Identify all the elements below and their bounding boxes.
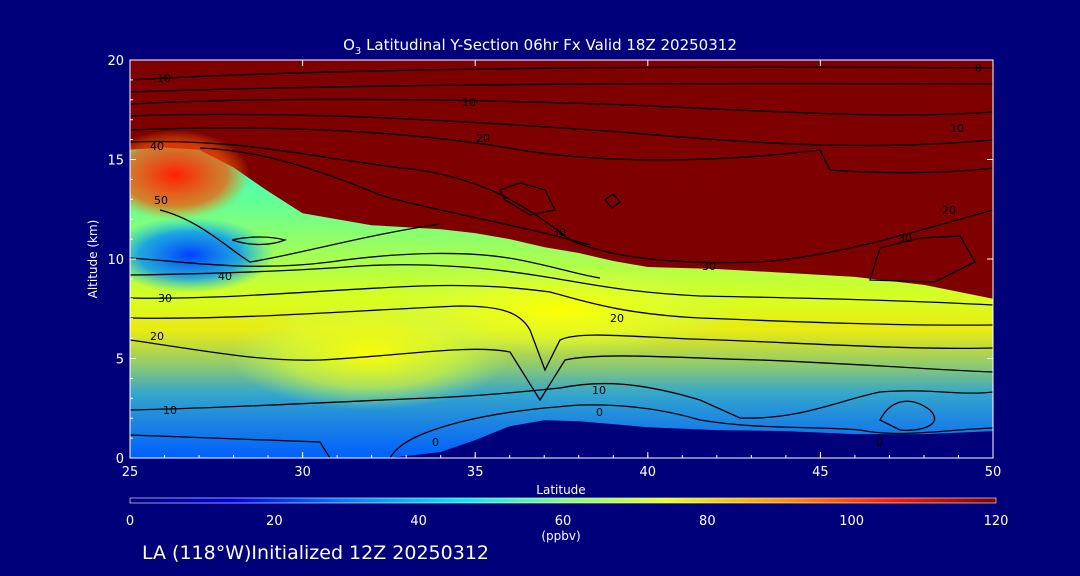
- contour-line: [130, 382, 993, 419]
- colorbar-tick-label: 120: [984, 514, 1009, 529]
- contour-label: 10: [462, 96, 476, 109]
- contour-label: 40: [218, 270, 232, 283]
- x-tick-label: 30: [294, 465, 311, 480]
- y-tick-label: 5: [116, 353, 124, 368]
- colorbar-tick-label: 20: [266, 514, 283, 529]
- colorbar-tick-label: 100: [839, 514, 864, 529]
- contour-line: [130, 339, 993, 402]
- x-tick-label: 40: [640, 465, 657, 480]
- contour-line: [159, 209, 441, 263]
- contour-line: [130, 252, 601, 279]
- contour-line: [130, 98, 993, 116]
- y-tick-label: 15: [107, 154, 124, 169]
- colorbar-unit-label: (ppbv): [541, 529, 580, 543]
- colorbar-tick-label: 80: [699, 514, 716, 529]
- chart-title: O3 Latitudinal Y-Section 06hr Fx Valid 1…: [343, 36, 737, 57]
- contour-line: [879, 400, 936, 431]
- contour-line: [389, 404, 993, 458]
- contour-line: [130, 66, 993, 81]
- contour-label: 0: [876, 436, 883, 449]
- x-tick-label: 25: [122, 465, 139, 480]
- heatmap-red-region: [130, 130, 250, 220]
- contour-line: [130, 305, 993, 372]
- contour-label: 20: [150, 330, 164, 343]
- colorbar-ticks: 0 20 40 60 80 100 120: [126, 514, 1009, 529]
- contour-label: 0: [432, 436, 439, 449]
- contour-label: 20: [476, 132, 490, 145]
- contour-label: 0: [975, 62, 982, 75]
- contour-label: 30: [702, 260, 716, 273]
- colorbar: [129, 497, 997, 504]
- contour-labels: 10 10 20 10 0 40 50 20 30 30 30 40 30 20…: [150, 62, 982, 449]
- contour-line: [130, 264, 993, 306]
- contour-line: [130, 434, 331, 458]
- y-axis-label: Altitude (km): [86, 220, 100, 299]
- y-tick-label: 20: [107, 54, 124, 69]
- colorbar-tick-label: 0: [126, 514, 134, 529]
- contour-label: 10: [157, 72, 171, 85]
- x-tick-label: 50: [985, 465, 1002, 480]
- y-axis: 0 5 10 15 20: [107, 54, 993, 467]
- contour-line: [130, 113, 993, 147]
- contour-label: 30: [158, 292, 172, 305]
- contour-label: 40: [150, 140, 164, 153]
- x-axis: 25 30 35 40 45 50: [122, 60, 1002, 480]
- colorbar-tick-label: 40: [410, 514, 427, 529]
- contour-label: 10: [163, 404, 177, 417]
- heatmap-yellow-band: [380, 265, 740, 355]
- colorbar-tick-label: 60: [555, 514, 572, 529]
- y-tick-label: 0: [116, 452, 124, 467]
- contour-line: [199, 147, 591, 246]
- contour-label: 30: [552, 226, 566, 239]
- heatmap-stratosphere: [130, 60, 993, 299]
- contour-line: [604, 193, 621, 209]
- y-tick-label: 10: [107, 253, 124, 268]
- contour-label: 10: [950, 122, 964, 135]
- contour-line: [499, 182, 556, 216]
- x-axis-label: Latitude: [536, 483, 585, 497]
- contour-line: [130, 127, 993, 174]
- contour-label: 30: [898, 232, 912, 245]
- footer-init-info: LA (118°W)Initialized 12Z 20250312: [142, 542, 489, 564]
- terrain: [130, 420, 993, 458]
- contour-label: 10: [592, 384, 606, 397]
- contour-lines: [130, 66, 993, 458]
- contour-line: [231, 236, 288, 246]
- contour-line: [130, 284, 993, 326]
- contour-label: 0: [596, 406, 603, 419]
- x-tick-label: 45: [812, 465, 829, 480]
- x-tick-label: 35: [467, 465, 484, 480]
- contour-label: 50: [154, 194, 168, 207]
- plot-area: 10 10 20 10 0 40 50 20 30 30 30 40 30 20…: [130, 60, 993, 458]
- contour-label: 20: [942, 204, 956, 217]
- contour-line: [869, 235, 976, 283]
- contour-line: [130, 82, 993, 93]
- contour-label: 20: [610, 312, 624, 325]
